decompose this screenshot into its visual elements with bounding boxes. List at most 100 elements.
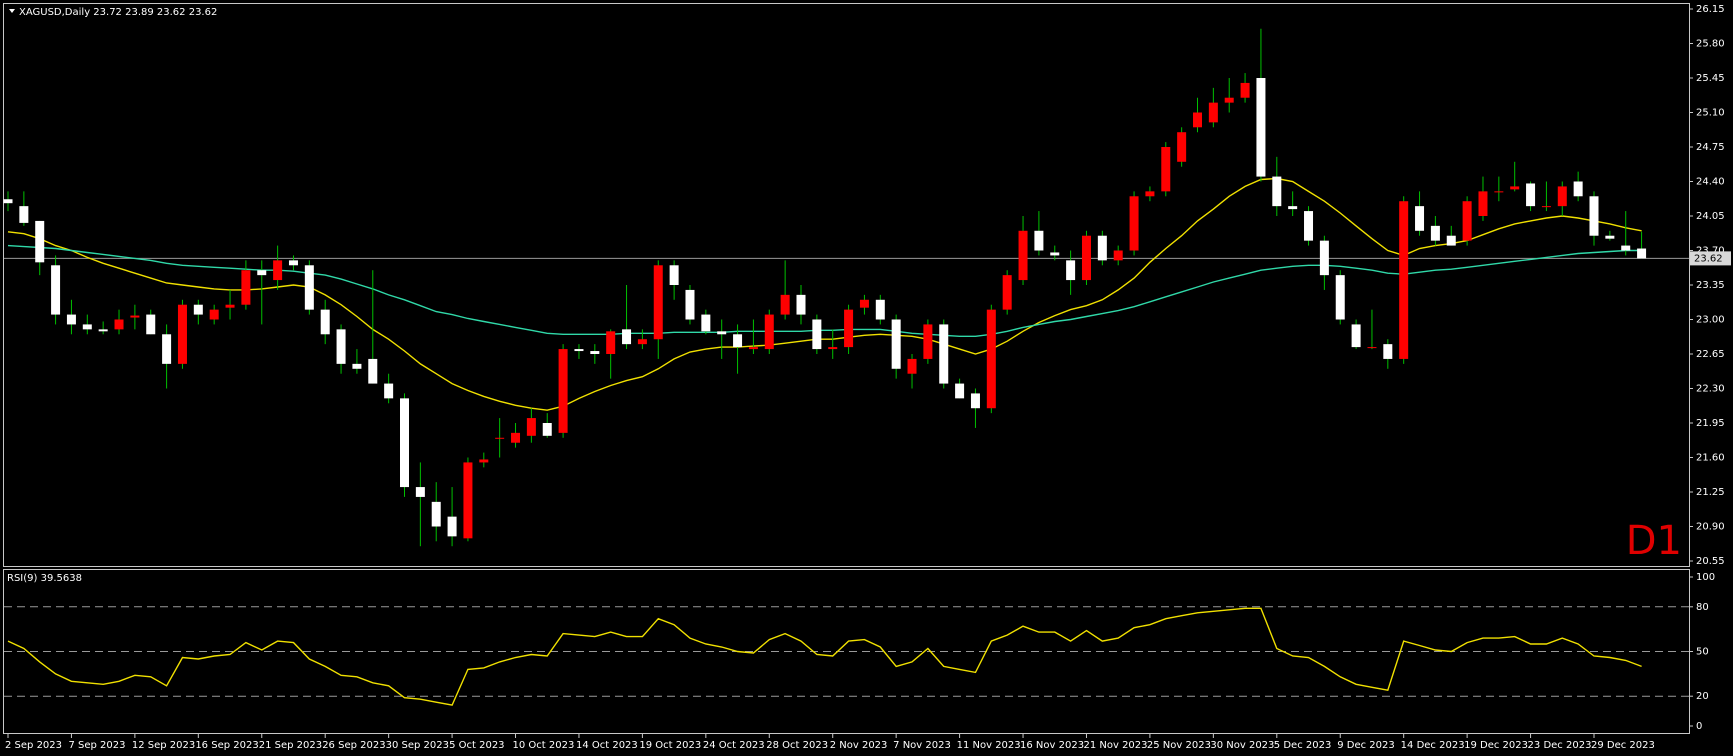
candle-body <box>1208 102 1218 123</box>
candle-body <box>1224 97 1234 103</box>
candle-body <box>288 260 298 266</box>
candle-body <box>764 314 774 350</box>
candle-body <box>574 349 584 352</box>
candle-body <box>98 329 108 332</box>
candle-body <box>1113 250 1123 261</box>
candle-body <box>701 314 711 332</box>
candle-body <box>590 351 600 354</box>
y-tick-label: 50 <box>1696 647 1709 658</box>
candle-body <box>1383 344 1393 359</box>
candle-body <box>1367 347 1377 349</box>
candle-body <box>542 423 552 436</box>
candle-body <box>685 289 695 320</box>
y-tick-label: 20.90 <box>1696 522 1725 533</box>
candle-body <box>463 462 473 539</box>
candle-body <box>970 393 980 409</box>
candle-body <box>875 299 885 320</box>
x-tick-label: 19 Dec 2023 <box>1464 740 1528 751</box>
candle-body <box>82 324 92 330</box>
candle-body <box>1494 191 1504 193</box>
candle-body <box>1002 275 1012 310</box>
candle-body <box>447 516 457 537</box>
candle-body <box>1335 275 1345 320</box>
y-tick-label: 21.25 <box>1696 487 1725 498</box>
x-tick-label: 2 Sep 2023 <box>5 740 62 751</box>
candle-body <box>526 418 536 436</box>
candle-body <box>209 309 219 320</box>
candle-body <box>495 437 505 439</box>
candle-body <box>1430 225 1440 241</box>
candle-body <box>1399 201 1409 359</box>
candle-body <box>304 265 314 310</box>
y-tick-label: 25.10 <box>1696 108 1725 119</box>
candle-body <box>1319 240 1329 276</box>
x-tick-label: 10 Oct 2023 <box>513 740 575 751</box>
candle-body <box>558 349 568 433</box>
candle-body <box>1351 324 1361 348</box>
y-tick-label: 21.60 <box>1696 453 1725 464</box>
candle-body <box>1193 112 1202 128</box>
candle-body <box>1034 230 1044 251</box>
candle-body <box>1605 235 1615 239</box>
x-tick-label: 9 Dec 2023 <box>1337 740 1395 751</box>
candle-body <box>1161 147 1171 192</box>
candle-body <box>1081 235 1091 281</box>
x-tick-label: 2 Nov 2023 <box>830 740 888 751</box>
x-tick-label: 12 Sep 2023 <box>132 740 195 751</box>
candle-body <box>162 334 172 364</box>
candle-body <box>1145 191 1155 197</box>
candle-body <box>844 309 854 348</box>
candle-body <box>1589 196 1599 236</box>
symbol-menu-arrow[interactable] <box>9 9 15 13</box>
candle-body <box>796 294 806 315</box>
x-tick-label: 30 Sep 2023 <box>386 740 449 751</box>
candle-body <box>1018 230 1028 281</box>
candle-body <box>130 315 140 318</box>
y-tick-label: 26.15 <box>1696 4 1725 15</box>
candle-body <box>1526 183 1536 207</box>
last-price-label: 23.62 <box>1694 253 1723 264</box>
candle-body <box>1478 191 1488 216</box>
candle-body <box>1272 176 1282 207</box>
candle-body <box>1304 211 1314 241</box>
candle-body <box>669 265 679 285</box>
x-tick-label: 21 Sep 2023 <box>259 740 322 751</box>
candle-body <box>177 304 187 364</box>
period-label: D1 <box>1626 518 1682 564</box>
x-tick-label: 7 Nov 2023 <box>893 740 951 751</box>
x-tick-label: 5 Oct 2023 <box>449 740 504 751</box>
candle-body <box>1462 201 1472 241</box>
y-tick-label: 20 <box>1696 691 1709 702</box>
candle-body <box>1637 248 1647 259</box>
candle-body <box>907 358 917 374</box>
candle-body <box>748 347 758 350</box>
x-tick-label: 16 Nov 2023 <box>1020 740 1084 751</box>
candle-body <box>986 309 996 409</box>
x-tick-label: 21 Nov 2023 <box>1083 740 1147 751</box>
candle-body <box>955 383 965 399</box>
candle-body <box>320 309 330 335</box>
candle-body <box>114 319 124 330</box>
y-tick-label: 25.45 <box>1696 73 1725 84</box>
candle-body <box>939 324 949 384</box>
candle-body <box>637 339 647 345</box>
x-tick-label: 24 Oct 2023 <box>703 740 765 751</box>
candle-body <box>336 329 346 364</box>
y-tick-label: 23.00 <box>1696 315 1725 326</box>
candle-body <box>35 220 45 263</box>
y-tick-label: 100 <box>1696 572 1715 583</box>
candle-body <box>1541 206 1551 208</box>
candle-body <box>431 501 441 527</box>
candle-body <box>479 459 489 463</box>
candle-body <box>606 331 616 354</box>
last-price-box <box>1690 251 1731 266</box>
candle-body <box>3 199 13 204</box>
x-tick-label: 7 Sep 2023 <box>68 740 125 751</box>
candle-body <box>19 206 29 223</box>
candle-body <box>1256 78 1266 177</box>
x-tick-label: 26 Sep 2023 <box>322 740 385 751</box>
y-tick-label: 80 <box>1696 602 1709 613</box>
x-tick-label: 29 Dec 2023 <box>1591 740 1655 751</box>
candle-body <box>273 260 283 281</box>
